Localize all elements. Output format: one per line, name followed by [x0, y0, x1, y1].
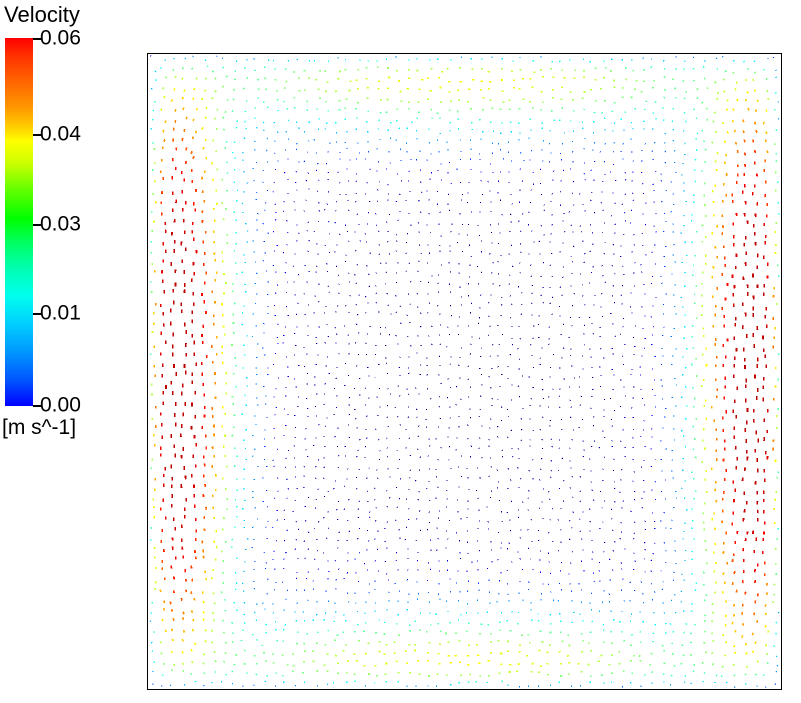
colorbar-tick-label: 0.00: [40, 393, 81, 417]
legend-title: Velocity: [4, 2, 80, 27]
colorbar-tick: [33, 38, 41, 40]
colorbar-tick: [33, 223, 41, 226]
colorbar-legend: Velocity [m s^-1] 0.06 0.04 0.03 0.01 0.00: [0, 0, 140, 450]
velocity-vector-field: [149, 55, 780, 688]
colorbar-gradient: [5, 38, 33, 406]
legend-units-label: [m s^-1]: [2, 416, 77, 439]
plot-frame: 南流坊: [147, 53, 782, 690]
colorbar: [5, 38, 41, 407]
colorbar-tick-label: 0.03: [40, 212, 81, 236]
colorbar-tick-label: 0.01: [40, 301, 81, 325]
colorbar-tick: [33, 134, 41, 136]
colorbar-tick-label: 0.04: [40, 122, 81, 146]
colorbar-tick-label: 0.06: [40, 26, 81, 50]
colorbar-tick: [33, 405, 41, 407]
colorbar-tick: [33, 313, 41, 315]
